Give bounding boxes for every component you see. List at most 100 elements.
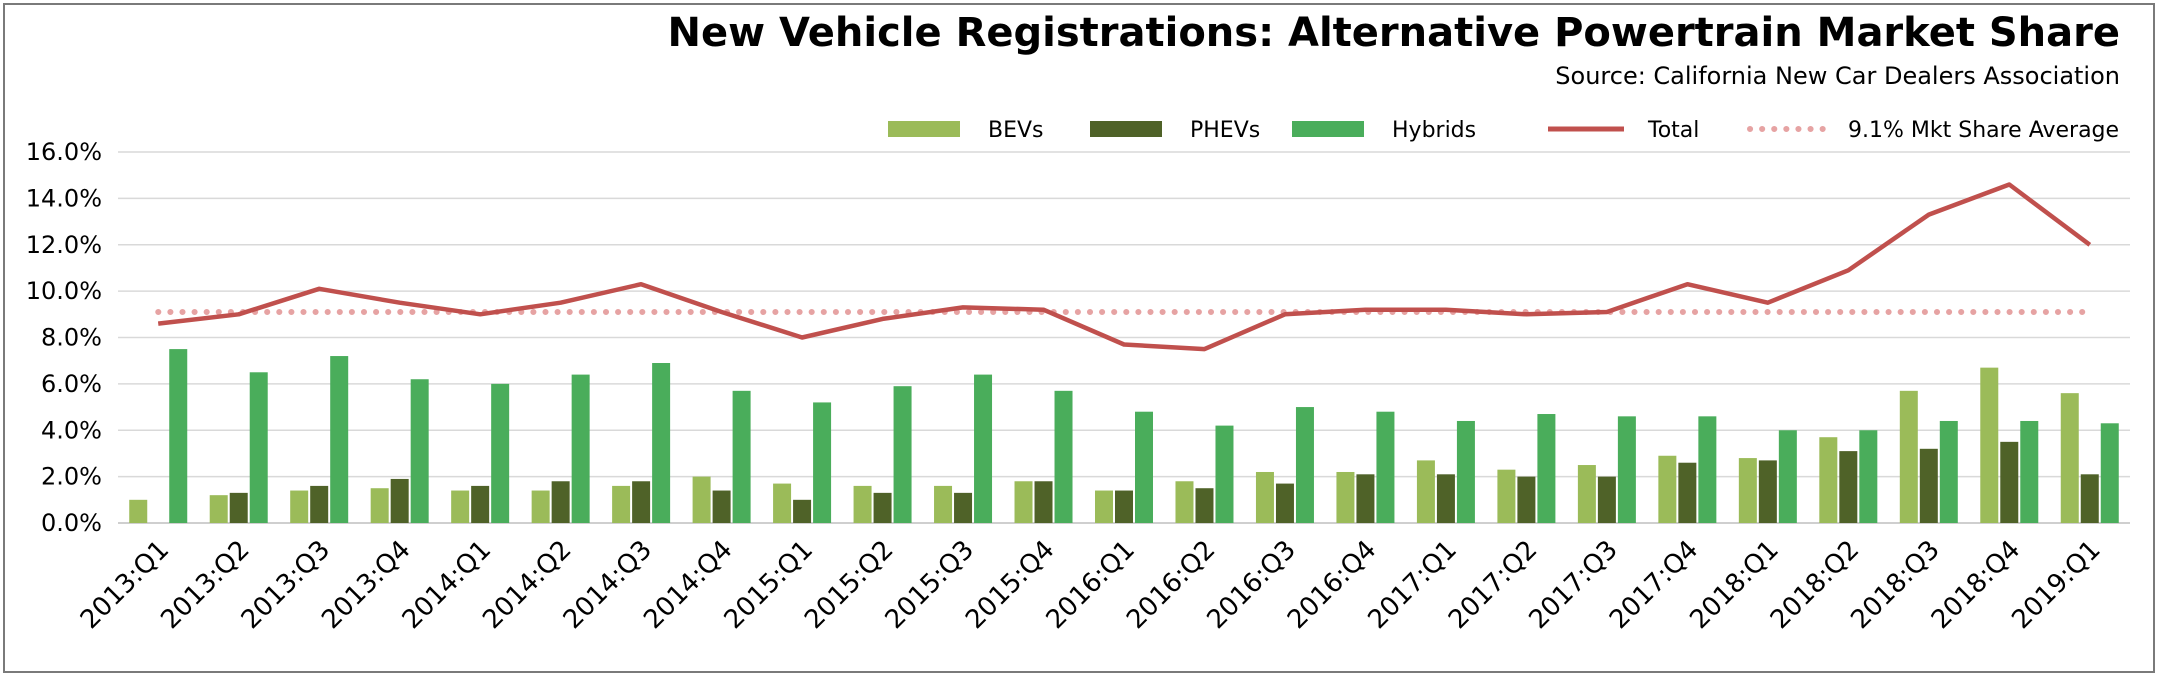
bar-bevs (1658, 455, 1677, 523)
bar-phevs (471, 485, 490, 523)
bar-hybrids (1698, 416, 1717, 523)
bar-bevs (1497, 469, 1516, 523)
bar-phevs (1758, 460, 1777, 523)
y-tick-label: 14.0% (26, 184, 102, 212)
bar-phevs (1356, 474, 1375, 523)
bar-bevs (692, 476, 711, 523)
bar-bevs (853, 485, 872, 523)
bar-phevs (1436, 474, 1455, 523)
y-tick-label: 10.0% (26, 277, 102, 305)
legend-label: BEVs (988, 118, 1044, 143)
bar-bevs (370, 488, 389, 523)
x-tick-label: 2019:Q1 (2006, 535, 2106, 635)
y-tick-label: 4.0% (41, 416, 102, 444)
bar-phevs (632, 481, 651, 523)
bar-phevs (1195, 488, 1214, 523)
bar-hybrids (732, 390, 751, 523)
bar-phevs (712, 490, 731, 523)
legend-item-phevs: PHEVs (1090, 118, 1260, 143)
bar-hybrids (571, 374, 590, 523)
chart-subtitle: Source: California New Car Dealers Assoc… (1555, 62, 2120, 90)
bar-hybrids (974, 374, 993, 523)
bar-phevs (873, 492, 892, 523)
bar-phevs (1275, 483, 1294, 523)
bar-phevs (310, 485, 329, 523)
bar-hybrids (491, 383, 510, 523)
bar-hybrids (1295, 407, 1314, 523)
y-tick-label: 0.0% (41, 509, 102, 537)
bar-phevs (1678, 462, 1697, 523)
legend-label: 9.1% Mkt Share Average (1848, 118, 2119, 143)
bar-bevs (129, 499, 148, 523)
legend-item-9-1-mkt-share-average: 9.1% Mkt Share Average (1747, 118, 2119, 143)
bar-hybrids (1054, 390, 1073, 523)
bar-phevs (1919, 448, 1938, 523)
bar-phevs (1034, 481, 1053, 523)
bar-bevs (1819, 437, 1838, 523)
bar-phevs (1839, 451, 1858, 523)
bar-bevs (209, 495, 228, 523)
bar-bevs (2060, 393, 2079, 523)
bar-hybrids (1135, 411, 1153, 523)
legend-swatch (1090, 121, 1162, 137)
bar-hybrids (1859, 430, 1878, 523)
legend-item-bevs: BEVs (888, 118, 1044, 143)
lines (155, 182, 2093, 352)
bar-phevs (1115, 490, 1133, 523)
y-tick-label: 16.0% (26, 138, 102, 166)
bar-hybrids (249, 372, 268, 523)
bar-bevs (1175, 481, 1194, 523)
bar-phevs (229, 492, 248, 523)
bar-hybrids (893, 386, 912, 523)
x-axis: 2013:Q12013:Q22013:Q32013:Q42014:Q12014:… (75, 535, 2107, 635)
bar-phevs (390, 478, 409, 523)
bar-hybrids (1215, 425, 1234, 523)
bar-hybrids (2020, 420, 2039, 523)
legend-item-hybrids: Hybrids (1292, 118, 1476, 143)
y-tick-label: 6.0% (41, 370, 102, 398)
bar-bevs (1980, 367, 1999, 523)
bar-phevs (1597, 476, 1616, 523)
bar-bevs (773, 483, 792, 523)
bar-phevs (2080, 474, 2099, 523)
legend-swatch (888, 121, 960, 137)
bar-hybrids (2100, 423, 2119, 523)
bar-bevs (290, 490, 309, 523)
bar-bevs (1095, 490, 1113, 523)
bar-bevs (1255, 471, 1274, 523)
bar-hybrids (1376, 411, 1395, 523)
bar-bevs (451, 490, 470, 523)
y-tick-label: 2.0% (41, 463, 102, 491)
bar-hybrids (1617, 416, 1636, 523)
bar-bevs (934, 485, 953, 523)
bar-hybrids (1537, 414, 1556, 523)
bar-bevs (612, 485, 631, 523)
legend-label: Total (1647, 118, 1699, 143)
bar-hybrids (169, 349, 188, 523)
legend-label: Hybrids (1392, 118, 1476, 143)
legend-swatch (1292, 121, 1364, 137)
legend: BEVs PHEVs Hybrids Total 9.1% Mkt Share Aver… (888, 118, 2119, 143)
bar-hybrids (1939, 420, 1958, 523)
legend-label: PHEVs (1190, 118, 1260, 143)
y-tick-label: 12.0% (26, 231, 102, 259)
y-tick-label: 8.0% (41, 324, 102, 352)
bar-hybrids (652, 363, 671, 523)
y-axis: 0.0% 2.0% 4.0% 6.0% 8.0% 10.0% 12.0% 14.0% 16.0% (26, 138, 102, 537)
bar-bevs (1336, 471, 1355, 523)
bar-bevs (1416, 460, 1435, 523)
bar-bevs (531, 490, 550, 523)
bar-bevs (1014, 481, 1033, 523)
bars (129, 349, 2119, 523)
bar-bevs (1899, 390, 1918, 523)
legend-item-total: Total (1548, 118, 1699, 143)
bar-phevs (793, 499, 812, 523)
bar-bevs (1738, 458, 1757, 523)
total-line (157, 182, 2092, 352)
bar-hybrids (1456, 420, 1475, 523)
bar-hybrids (410, 379, 429, 523)
bar-hybrids (1778, 430, 1797, 523)
bar-phevs (551, 481, 570, 523)
bar-phevs (2000, 441, 2019, 523)
